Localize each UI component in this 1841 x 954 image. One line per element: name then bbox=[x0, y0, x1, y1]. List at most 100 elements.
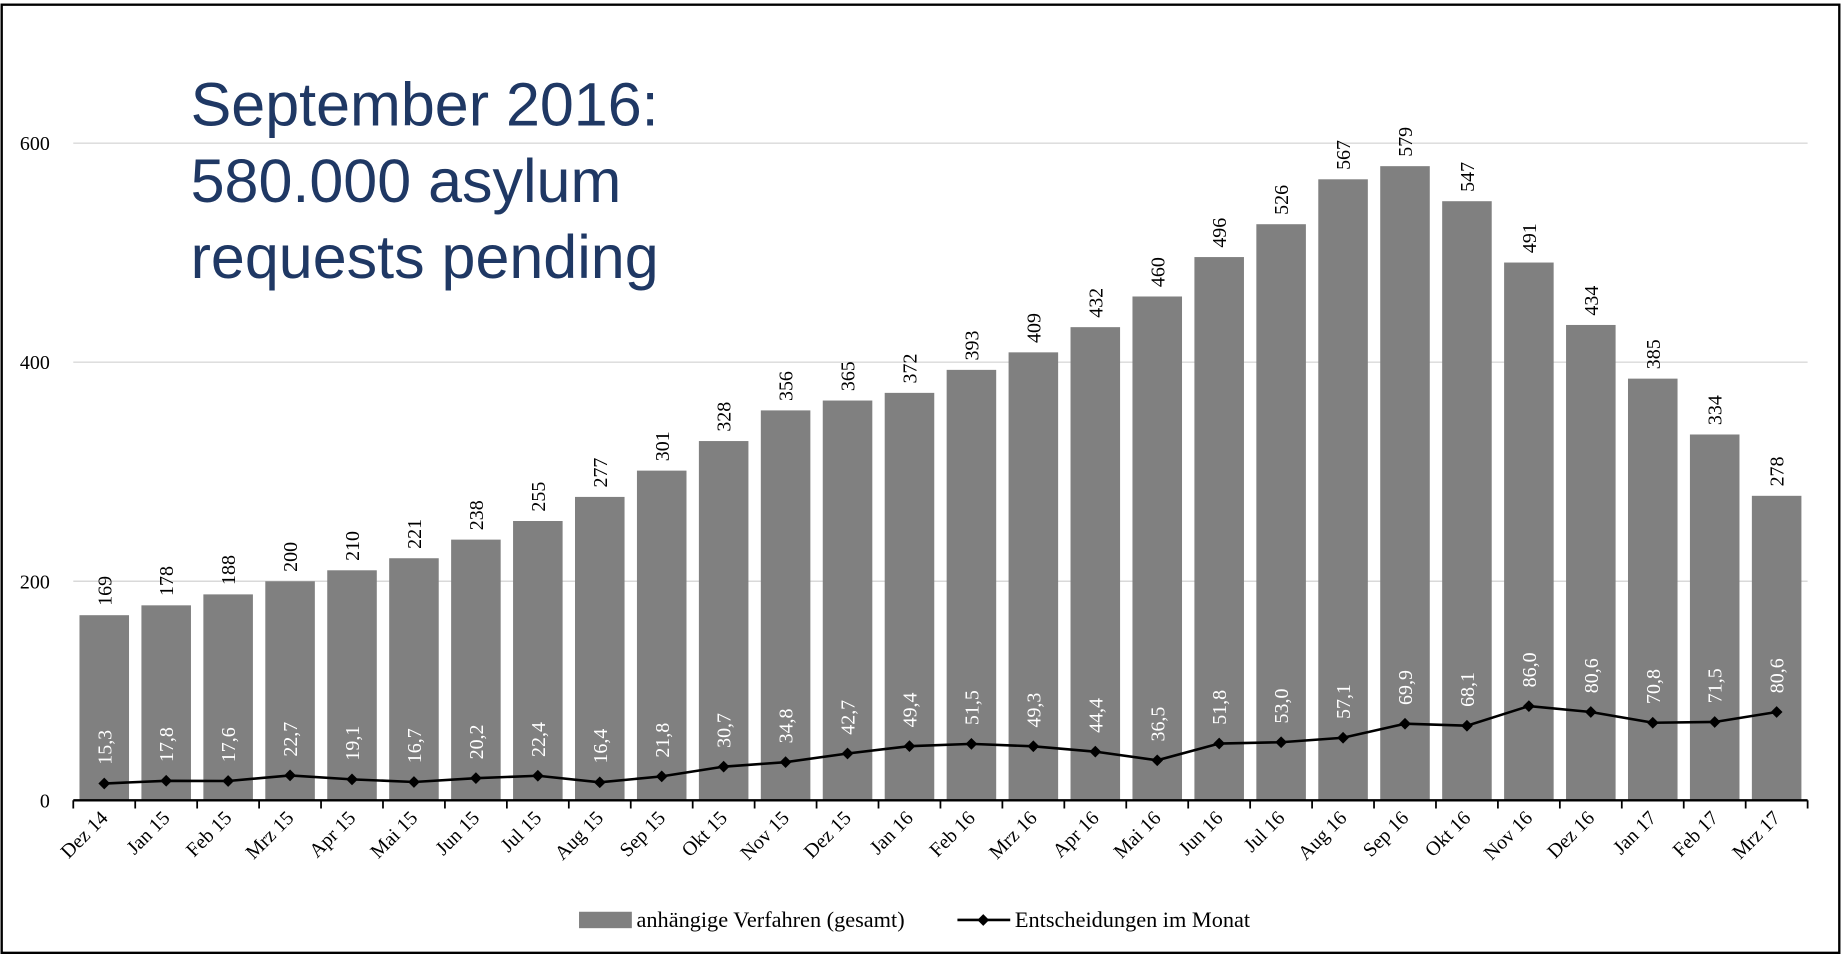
line-marker bbox=[1089, 745, 1102, 758]
line-marker bbox=[222, 775, 235, 787]
bar bbox=[1070, 327, 1121, 801]
bar bbox=[265, 581, 315, 801]
y-tick-label: 400 bbox=[20, 352, 50, 374]
line-value-label: 49,3 bbox=[1023, 693, 1045, 728]
line-value-label: 30,7 bbox=[714, 713, 736, 748]
line-value-label: 16,4 bbox=[590, 729, 612, 764]
bar bbox=[574, 496, 625, 801]
line-marker bbox=[655, 770, 668, 783]
line-value-label: 53,0 bbox=[1271, 689, 1293, 724]
bar-value-label: 579 bbox=[1395, 127, 1417, 157]
line-value-label: 21,8 bbox=[652, 723, 674, 758]
annotation-line: 580.000 asylum bbox=[191, 147, 622, 215]
line-value-label: 51,8 bbox=[1209, 690, 1231, 725]
bar bbox=[1751, 495, 1802, 801]
legend-label: Entscheidungen im Monat bbox=[1015, 907, 1251, 932]
bar bbox=[451, 539, 501, 801]
bar-value-label: 356 bbox=[776, 371, 798, 401]
line-marker bbox=[160, 774, 173, 787]
line-marker bbox=[1646, 716, 1659, 729]
line-marker bbox=[1584, 706, 1597, 718]
bar-value-label: 238 bbox=[466, 500, 488, 530]
line-value-label: 80,6 bbox=[1581, 658, 1603, 693]
bar-value-label: 434 bbox=[1581, 286, 1603, 316]
line-value-label: 20,2 bbox=[466, 724, 488, 759]
line-marker bbox=[470, 772, 482, 785]
line-value-label: 15,3 bbox=[94, 730, 116, 765]
bar bbox=[1008, 352, 1059, 801]
bar bbox=[1380, 166, 1430, 801]
legend-label: anhängige Verfahren (gesamt) bbox=[637, 907, 905, 932]
bar bbox=[636, 470, 687, 801]
line-value-label: 17,6 bbox=[218, 727, 240, 762]
bar-value-label: 365 bbox=[838, 361, 860, 391]
bar bbox=[946, 369, 997, 801]
bar bbox=[513, 521, 563, 801]
legend-swatch bbox=[579, 911, 632, 929]
bar-value-label: 169 bbox=[94, 576, 116, 606]
line-marker bbox=[1708, 716, 1721, 728]
line-marker bbox=[1151, 754, 1164, 767]
line-marker bbox=[1461, 719, 1473, 732]
bar bbox=[822, 400, 873, 801]
bar bbox=[1256, 224, 1306, 801]
annotation: September 2016: 580.000 asylum requests … bbox=[191, 71, 659, 292]
line-value-label: 70,8 bbox=[1643, 669, 1665, 704]
line-value-label: 42,7 bbox=[838, 700, 860, 735]
line-marker bbox=[1027, 740, 1040, 753]
line-value-label: 16,7 bbox=[404, 728, 426, 763]
bar bbox=[1627, 378, 1678, 801]
bar bbox=[1566, 324, 1616, 801]
line-value-label: 19,1 bbox=[342, 726, 364, 761]
bar bbox=[1194, 257, 1244, 801]
line-marker bbox=[841, 747, 854, 760]
line-value-label: 44,4 bbox=[1085, 698, 1107, 733]
line-value-label: 34,8 bbox=[776, 708, 798, 743]
bar-value-label: 460 bbox=[1147, 257, 1169, 287]
line-value-label: 80,6 bbox=[1767, 658, 1789, 693]
bar-value-label: 178 bbox=[156, 566, 178, 596]
line-marker bbox=[593, 776, 606, 789]
bar bbox=[698, 441, 749, 801]
bar-value-label: 210 bbox=[342, 531, 364, 561]
legend-marker bbox=[977, 914, 990, 926]
bar bbox=[1504, 262, 1554, 801]
line-marker bbox=[1213, 737, 1226, 750]
bar-value-label: 328 bbox=[714, 402, 736, 432]
bar bbox=[1318, 179, 1368, 801]
bar-value-label: 188 bbox=[218, 555, 240, 585]
bar-value-label: 334 bbox=[1705, 395, 1727, 425]
annotation-line: requests pending bbox=[191, 223, 659, 291]
line-marker bbox=[1523, 700, 1535, 712]
bar bbox=[760, 410, 811, 801]
line-marker bbox=[1337, 731, 1349, 744]
line-value-label: 68,1 bbox=[1457, 672, 1479, 707]
bar-value-label: 385 bbox=[1643, 339, 1665, 369]
bar bbox=[1689, 434, 1740, 801]
bar bbox=[1442, 201, 1492, 801]
line-marker bbox=[408, 776, 420, 788]
bar-value-label: 547 bbox=[1457, 162, 1479, 192]
line-value-label: 51,5 bbox=[961, 690, 983, 725]
bar-value-label: 409 bbox=[1023, 313, 1045, 343]
bar-value-label: 496 bbox=[1209, 218, 1231, 248]
bar bbox=[141, 605, 191, 801]
line-marker bbox=[1399, 717, 1411, 730]
bar bbox=[1132, 296, 1183, 801]
bar-value-label: 393 bbox=[961, 331, 983, 361]
line-marker bbox=[903, 740, 916, 753]
line-value-label: 71,5 bbox=[1705, 668, 1727, 703]
bar-value-label: 277 bbox=[590, 458, 612, 488]
bar-value-label: 278 bbox=[1767, 456, 1789, 486]
line-value-label: 86,0 bbox=[1519, 652, 1541, 687]
y-tick-label: 200 bbox=[20, 571, 50, 593]
bar-value-label: 526 bbox=[1271, 185, 1293, 215]
line-value-label: 36,5 bbox=[1147, 707, 1169, 742]
line-value-label: 69,9 bbox=[1395, 670, 1417, 705]
bar bbox=[389, 558, 439, 801]
line-value-label: 49,4 bbox=[900, 692, 922, 727]
line-marker bbox=[1770, 706, 1783, 718]
line-marker bbox=[531, 769, 544, 782]
bar-value-label: 255 bbox=[528, 482, 550, 512]
